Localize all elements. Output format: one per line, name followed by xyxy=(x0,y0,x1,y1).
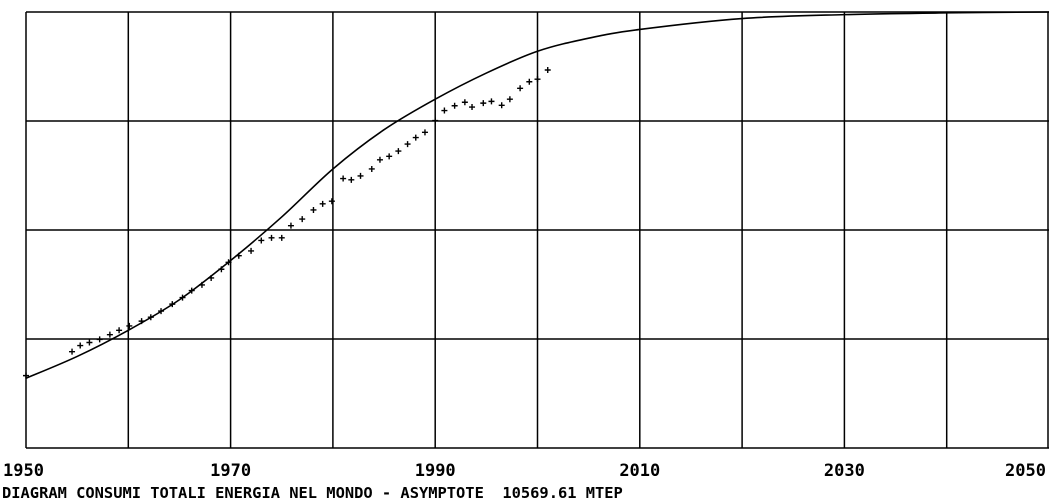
fitted-curve xyxy=(25,11,1049,379)
data-point xyxy=(258,237,265,244)
data-point xyxy=(86,339,93,346)
data-point xyxy=(461,99,468,106)
data-point xyxy=(534,76,541,83)
data-point xyxy=(368,165,375,172)
data-point xyxy=(96,336,103,343)
data-point xyxy=(225,259,232,266)
x-tick-labels: 1950 1970 1990 2010 2030 2050 xyxy=(3,461,1046,481)
data-point xyxy=(451,102,458,109)
data-point xyxy=(386,153,393,160)
data-point xyxy=(235,252,242,259)
data-point xyxy=(488,98,495,105)
data-point xyxy=(526,78,533,85)
data-point xyxy=(198,281,205,288)
data-point xyxy=(412,134,419,141)
data-point xyxy=(421,129,428,136)
data-point xyxy=(544,66,551,73)
data-point xyxy=(469,104,476,111)
data-point xyxy=(169,301,176,308)
data-point xyxy=(395,148,402,155)
data-point xyxy=(432,117,439,124)
data-point xyxy=(106,331,113,338)
data-point xyxy=(188,287,195,294)
data-point xyxy=(404,141,411,148)
data-point xyxy=(69,348,76,355)
data-point xyxy=(357,172,364,179)
data-point xyxy=(441,107,448,114)
x-tick-label: 1950 xyxy=(3,461,44,481)
data-point xyxy=(126,322,133,329)
data-point xyxy=(480,100,487,107)
data-point xyxy=(376,156,383,163)
data-point xyxy=(506,96,513,103)
x-tick-label: 2050 xyxy=(1005,461,1046,481)
data-point xyxy=(23,372,29,379)
x-tick-label: 2010 xyxy=(619,461,660,481)
data-point xyxy=(77,342,84,349)
data-point xyxy=(138,318,145,325)
data-point xyxy=(310,206,317,213)
data-point xyxy=(268,234,275,241)
data-point xyxy=(517,85,524,92)
data-point xyxy=(287,222,294,229)
chart-caption: DIAGRAM CONSUMI TOTALI ENERGIA NEL MONDO… xyxy=(2,484,623,502)
data-point xyxy=(179,294,186,301)
data-point xyxy=(116,327,123,334)
x-tick-label: 2030 xyxy=(824,461,865,481)
data-point xyxy=(278,234,285,241)
grid xyxy=(25,11,1049,449)
data-point xyxy=(319,200,326,207)
data-point xyxy=(158,308,165,315)
data-point xyxy=(218,266,225,273)
data-point xyxy=(299,216,306,223)
data-point xyxy=(348,176,355,183)
data-point xyxy=(328,198,335,205)
data-points xyxy=(23,66,551,379)
data-point xyxy=(208,274,215,281)
data-point xyxy=(248,247,255,254)
data-point xyxy=(498,102,505,109)
data-point xyxy=(340,175,347,182)
data-point xyxy=(147,314,154,321)
x-tick-label: 1990 xyxy=(415,461,456,481)
x-tick-label: 1970 xyxy=(210,461,251,481)
